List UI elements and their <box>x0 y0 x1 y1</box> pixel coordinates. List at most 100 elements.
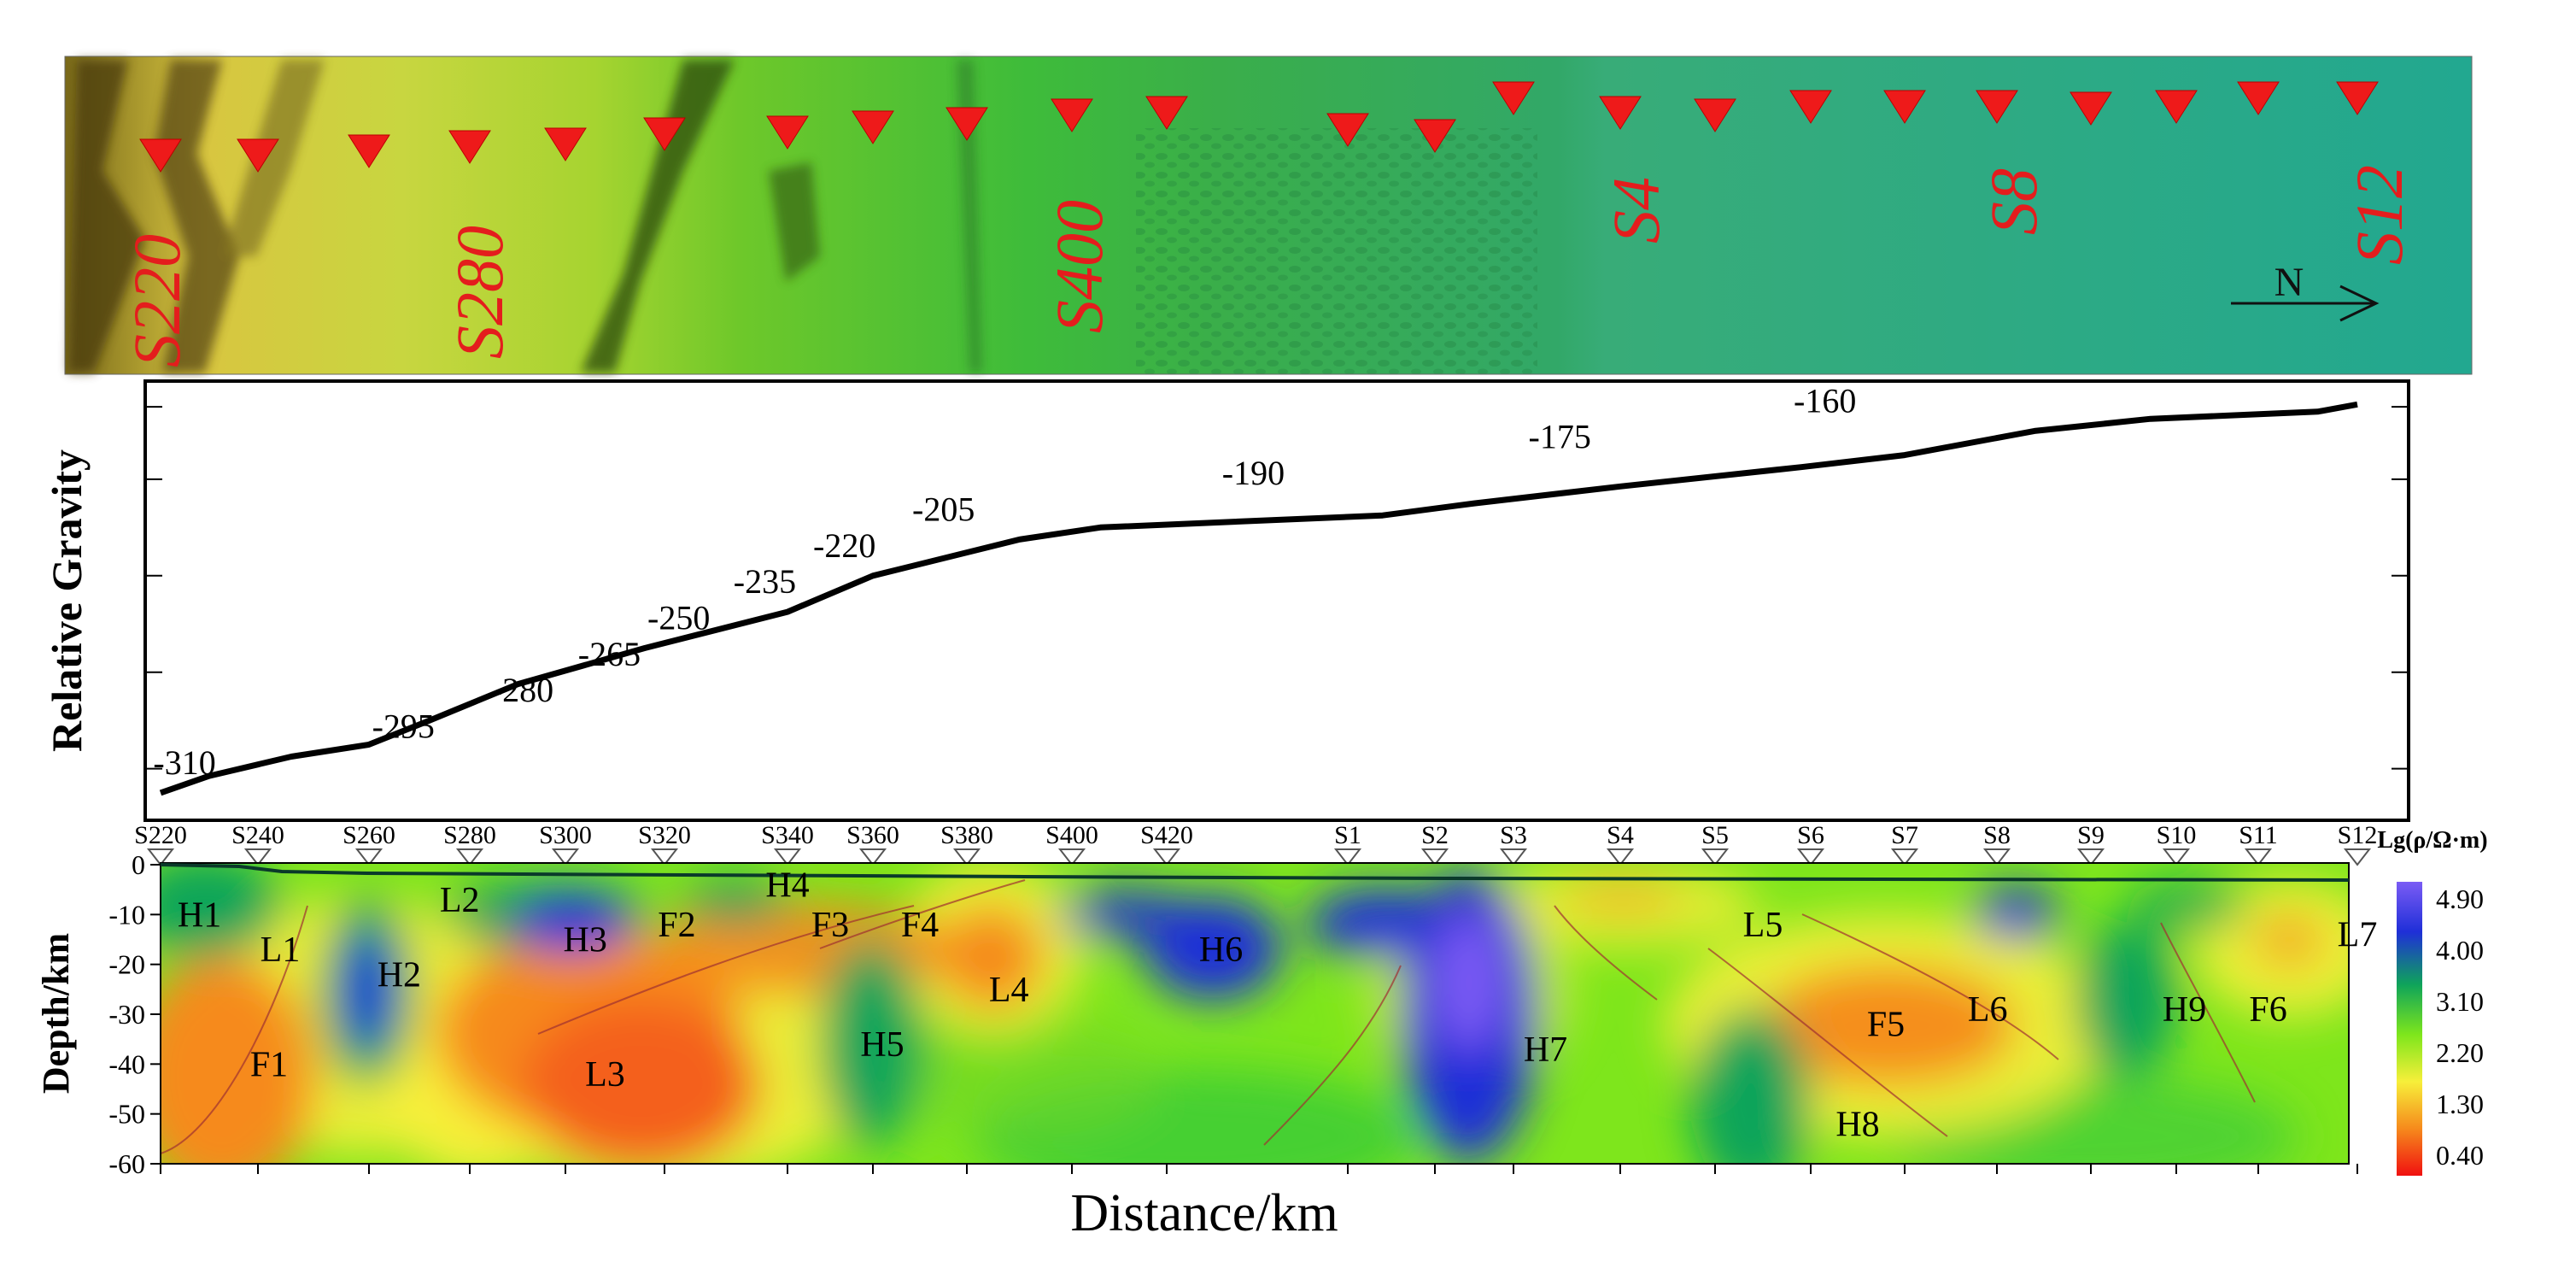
station-marker <box>2076 848 2105 866</box>
station-label: S220 <box>134 821 187 849</box>
anomaly-label: F3 <box>811 906 849 945</box>
map-label-s400: S400 <box>1042 200 1116 333</box>
station-marker <box>2162 848 2191 866</box>
station-marker <box>354 848 383 866</box>
colorbar-tick-label: 4.90 <box>2436 883 2484 914</box>
depth-axis: 0 -10 -20 -30 -40 -50 -60 <box>108 849 2358 1179</box>
station-marker <box>650 848 679 866</box>
map-station-marker <box>946 107 988 141</box>
map-station-marker <box>643 117 686 151</box>
station-marker <box>2244 848 2273 866</box>
anomaly-label: L1 <box>261 930 301 970</box>
depth-axis-label: Depth/km <box>35 933 77 1094</box>
depth-tick-label: -60 <box>108 1148 145 1179</box>
station-label: S7 <box>1891 821 1918 849</box>
gravity-y-ticks <box>145 406 2409 770</box>
station-marker <box>455 848 484 866</box>
anomaly-label: F2 <box>658 906 695 945</box>
station-label: S10 <box>2157 821 2197 849</box>
map-station-marker <box>2237 81 2280 115</box>
anomaly-label: H4 <box>765 866 809 905</box>
station-label: S400 <box>1045 821 1098 849</box>
station-label: S11 <box>2239 821 2278 849</box>
north-arrow-head-icon <box>2339 285 2380 322</box>
fault-line-f6 <box>2160 922 2256 1103</box>
anomaly-label: H7 <box>1524 1030 1567 1070</box>
station-label: S8 <box>1983 821 2011 849</box>
anomaly-label: F4 <box>901 906 939 945</box>
map-station-labels: S220 S280 S400 S4 S8 S12 <box>120 165 2416 367</box>
anomaly-label: F6 <box>2249 990 2286 1030</box>
colorbar-tick-label: 4.00 <box>2436 935 2484 966</box>
depth-tick-label: 0 <box>132 849 145 880</box>
colorbar: Lg(ρ/Ω·m) 4.90 4.00 3.10 2.20 1.30 0.40 <box>2377 827 2488 1176</box>
map-station-marker <box>2070 91 2112 126</box>
station-marker <box>1152 848 1181 866</box>
fault-line-f1 <box>161 905 308 1154</box>
gravity-data-label: -310 <box>153 743 215 782</box>
station-marker <box>1420 848 1449 866</box>
resistivity-section: S220 S240 S260 S280 S300 S320 S340 S360 S380 S400… <box>35 821 2488 1242</box>
map-station-marker <box>1414 119 1456 153</box>
colorbar-title: Lg(ρ/Ω·m) <box>2377 827 2487 854</box>
station-label: S6 <box>1797 821 1824 849</box>
station-label: S380 <box>940 821 993 849</box>
fault-line-l5 <box>1554 905 1658 1001</box>
station-label: S9 <box>2077 821 2105 849</box>
station-marker <box>952 848 981 866</box>
station-label: S2 <box>1421 821 1449 849</box>
gravity-y-axis-label: Relative Gravity <box>43 449 91 752</box>
anomaly-label: H9 <box>2163 990 2206 1030</box>
gravity-data-label: -160 <box>1794 381 1856 420</box>
station-label: S260 <box>342 821 395 849</box>
map-station-marker <box>1976 90 2018 124</box>
depth-tick-label: -20 <box>108 949 145 980</box>
map-station-marker <box>1789 90 1832 124</box>
station-marker <box>1499 848 1528 866</box>
station-marker <box>2343 848 2372 866</box>
map-label-s280: S280 <box>442 226 517 359</box>
station-marker <box>773 848 802 866</box>
station-marker <box>146 848 175 866</box>
map-station-marker <box>1694 98 1736 132</box>
station-marker <box>243 848 272 866</box>
anomaly-label: L2 <box>440 881 480 920</box>
fault-line-f5 <box>1707 948 1948 1137</box>
colorbar-gradient <box>2397 882 2422 1176</box>
terrain-border <box>64 56 2473 375</box>
gravity-data-label: -220 <box>813 526 875 565</box>
fault-lines <box>161 879 2256 1154</box>
depth-tick-label: -30 <box>108 999 145 1030</box>
map-station-marker <box>2336 81 2379 115</box>
station-marker <box>551 848 580 866</box>
map-station-marker <box>852 110 894 144</box>
map-station-marker <box>1051 98 1093 132</box>
fault-line-f2 <box>537 905 915 1035</box>
anomaly-label: H3 <box>564 921 607 960</box>
gravity-data-label: -235 <box>734 562 796 601</box>
map-station-marker <box>1492 81 1535 115</box>
station-label: S320 <box>638 821 691 849</box>
station-marker <box>858 848 887 866</box>
depth-tick-label: -50 <box>108 1099 145 1130</box>
station-label: S12 <box>2338 821 2378 849</box>
anomaly-label: H2 <box>378 955 421 995</box>
anomaly-label: L4 <box>989 971 1029 1010</box>
resistivity-blobs <box>161 863 2349 1164</box>
depth-tick-label: -40 <box>108 1048 145 1079</box>
station-marker <box>1057 848 1086 866</box>
gravity-data-label: -280 <box>491 671 553 709</box>
fault-line-l6 <box>1801 913 2059 1060</box>
colorbar-ticks: 4.90 4.00 3.10 2.20 1.30 0.40 <box>2436 883 2484 1171</box>
map-station-marker <box>237 138 279 173</box>
anomaly-label: H1 <box>178 895 221 935</box>
anomaly-label: L7 <box>2338 916 2378 955</box>
gravity-chart: -310 -295 -280 -265-250 -235 -220 -205 -190 -175… <box>43 379 2410 822</box>
terrain-ridges <box>68 60 982 373</box>
station-label: S240 <box>231 821 284 849</box>
map-label-s12: S12 <box>2342 165 2416 265</box>
map-station-marker <box>448 130 491 164</box>
station-label: S340 <box>761 821 814 849</box>
